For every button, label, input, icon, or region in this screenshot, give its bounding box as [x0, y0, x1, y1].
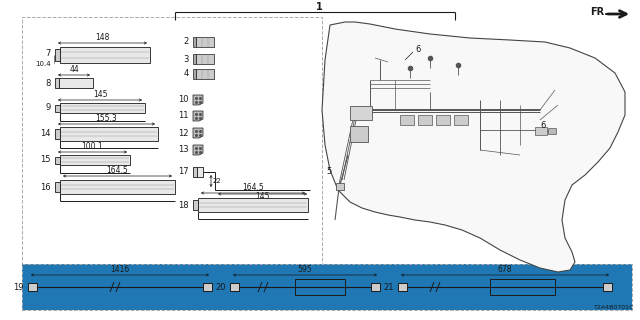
Bar [398, 283, 407, 291]
Bar [203, 283, 212, 291]
Text: 145: 145 [255, 192, 269, 201]
Text: 8: 8 [45, 78, 51, 87]
Bar [22, 17, 322, 265]
Text: 9: 9 [45, 103, 51, 113]
Text: 164.5: 164.5 [107, 166, 129, 175]
Bar [418, 115, 432, 125]
Bar [196, 54, 214, 64]
Bar [400, 115, 414, 125]
Bar [603, 283, 612, 291]
Bar [55, 49, 60, 60]
Bar [60, 127, 158, 141]
Bar [55, 78, 59, 88]
Bar [436, 115, 450, 125]
Text: 5: 5 [327, 167, 332, 177]
Text: 3: 3 [184, 54, 189, 63]
Text: 9: 9 [59, 186, 63, 190]
Polygon shape [193, 111, 203, 121]
Text: 17: 17 [179, 167, 189, 177]
Text: 21: 21 [383, 283, 394, 292]
Text: 7: 7 [45, 49, 51, 58]
Bar [60, 155, 130, 165]
Bar [55, 105, 60, 111]
Bar [28, 283, 37, 291]
Text: 11: 11 [179, 111, 189, 121]
Bar [59, 78, 93, 88]
Text: 10.4: 10.4 [35, 61, 51, 67]
Text: 9.4: 9.4 [197, 202, 207, 207]
Polygon shape [193, 128, 203, 138]
Text: 10: 10 [179, 95, 189, 105]
Text: 14: 14 [40, 130, 51, 139]
Text: 13: 13 [179, 146, 189, 155]
Bar [196, 69, 214, 79]
Bar [548, 128, 556, 134]
Bar [193, 200, 198, 210]
Bar [198, 198, 308, 212]
Bar [196, 37, 214, 47]
Bar [295, 279, 345, 295]
Text: 15: 15 [40, 156, 51, 164]
Bar [60, 47, 150, 63]
Text: 155.3: 155.3 [95, 114, 117, 123]
Bar [230, 283, 239, 291]
Bar [193, 69, 196, 79]
Text: FR.: FR. [590, 7, 608, 17]
Bar [22, 264, 632, 310]
Text: T2A4B0701C: T2A4B0701C [594, 305, 634, 310]
Text: 12: 12 [179, 129, 189, 138]
Bar [22, 264, 632, 310]
Polygon shape [322, 22, 625, 272]
Bar [60, 103, 145, 113]
Bar [350, 106, 372, 120]
Text: 20: 20 [216, 283, 226, 292]
Text: 148: 148 [95, 33, 109, 42]
Text: 4: 4 [184, 69, 189, 78]
Text: 18: 18 [179, 201, 189, 210]
Bar [490, 279, 555, 295]
Bar [350, 126, 368, 142]
Polygon shape [193, 95, 203, 105]
Bar [60, 180, 175, 194]
Text: 44: 44 [69, 65, 79, 74]
Bar [55, 182, 60, 192]
Bar [197, 167, 203, 177]
Text: 1: 1 [316, 2, 323, 12]
Text: 1416: 1416 [110, 265, 130, 274]
Bar [371, 283, 380, 291]
Text: 19: 19 [13, 283, 24, 292]
Text: 145: 145 [93, 90, 108, 99]
Bar [535, 127, 547, 135]
Polygon shape [193, 145, 203, 155]
Text: 678: 678 [498, 265, 512, 274]
Text: 595: 595 [298, 265, 312, 274]
Text: 2: 2 [184, 37, 189, 46]
Bar [193, 54, 196, 64]
Text: 16: 16 [40, 182, 51, 191]
Bar [55, 129, 60, 139]
Text: 100.1: 100.1 [82, 142, 103, 151]
Text: 22: 22 [213, 178, 221, 184]
Text: 6: 6 [415, 45, 420, 54]
Text: 164.5: 164.5 [242, 183, 264, 192]
Bar [454, 115, 468, 125]
Bar [193, 37, 196, 47]
Bar [336, 183, 344, 190]
Bar [193, 167, 197, 177]
Bar [55, 156, 60, 164]
Text: 6: 6 [540, 121, 545, 130]
